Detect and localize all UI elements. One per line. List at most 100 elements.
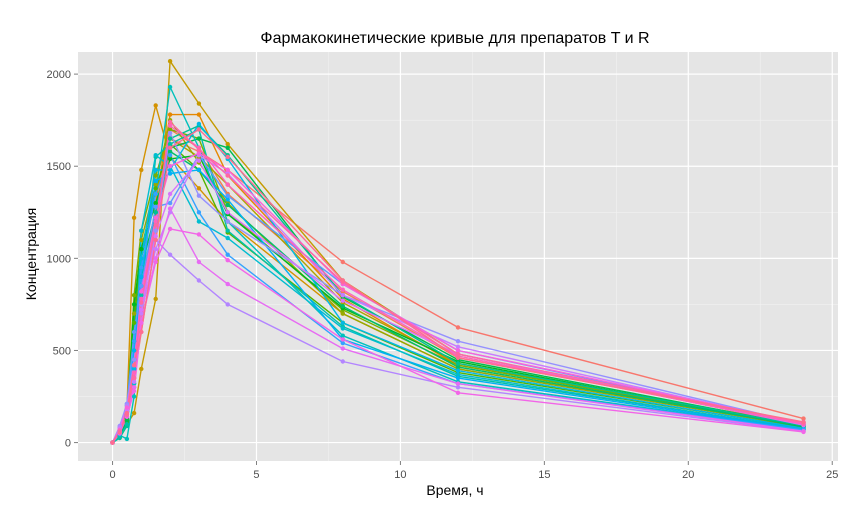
series-29-point (196, 147, 202, 152)
grid-major (78, 52, 838, 461)
series-16-point (225, 235, 230, 241)
series-12-point (455, 364, 461, 370)
series-26-point (225, 258, 230, 263)
series-30-point (196, 127, 202, 132)
series-5-point (131, 410, 137, 416)
series-25-point (196, 259, 202, 265)
series-25-point (340, 346, 345, 351)
series-10-point (131, 302, 137, 307)
series-4-point (139, 167, 144, 173)
x-axis: 0 5 10 15 20 25 (109, 461, 838, 481)
series-29-point (139, 300, 144, 305)
grid-minor (78, 52, 838, 461)
series-18-point (196, 167, 202, 173)
series-1-point (455, 325, 461, 330)
series-27-point (196, 151, 202, 156)
series-14-point (124, 422, 130, 427)
series-15-point (167, 84, 173, 90)
series-5-point (153, 296, 158, 302)
plot-panel (78, 52, 838, 461)
chart-title: Фармакокинетические кривые для препарато… (260, 30, 649, 47)
series-30-point (124, 410, 130, 416)
x-tick-label: 0 (109, 469, 115, 481)
series-4-point (153, 103, 158, 108)
series-18-point (455, 375, 461, 381)
series-27-point (153, 215, 158, 220)
series-25-point (225, 281, 230, 287)
series-20-point (167, 200, 173, 206)
series-24-point (340, 298, 345, 303)
series-7-point (131, 311, 137, 316)
series-22-point (225, 302, 230, 307)
y-axis: 0 500 1000 1500 2000 (47, 69, 78, 450)
series-22-point (340, 359, 345, 364)
series-10-point (139, 246, 144, 252)
series-14-point (139, 293, 144, 298)
x-tick-label: 10 (394, 469, 406, 481)
series-5-point (196, 101, 202, 106)
series-18-point (139, 274, 144, 279)
y-tick-label: 0 (65, 438, 71, 450)
series-4-point (131, 215, 137, 220)
series-19-point (196, 210, 202, 215)
series-16-point (340, 326, 345, 331)
series-14-point (225, 228, 230, 233)
series-28-point (225, 182, 230, 187)
series-7-point (340, 311, 345, 316)
series-16-point (455, 372, 461, 377)
series-26-point (139, 320, 144, 325)
series-29-point (131, 375, 137, 381)
series-20-point (225, 193, 230, 198)
series-20-point (139, 283, 144, 289)
series-3-point (167, 112, 173, 117)
series-22-point (455, 385, 461, 390)
y-axis-label: Концентрация (23, 208, 39, 300)
series-9-point (131, 320, 137, 325)
series-12-point (225, 202, 230, 208)
y-tick-label: 1000 (47, 253, 71, 265)
x-tick-label: 5 (253, 469, 259, 481)
series-29-point (153, 223, 158, 228)
series-7-point (153, 182, 158, 187)
series-17-point (167, 167, 173, 173)
series-24-point (139, 307, 144, 313)
series-15-point (124, 436, 130, 442)
x-tick-label: 15 (538, 469, 550, 481)
series-20-point (153, 204, 158, 209)
series-23-point (167, 210, 173, 215)
series-25-point (153, 256, 158, 261)
series-23-point (153, 246, 158, 252)
series-16-point (153, 153, 158, 158)
series-1-point (801, 416, 806, 421)
series-19-point (167, 153, 173, 158)
series-24-point (196, 158, 202, 163)
series-19-point (131, 339, 137, 344)
series-17-point (139, 256, 144, 261)
series-21-point (225, 219, 230, 224)
series-28-point (131, 370, 137, 375)
series-29-point (225, 173, 230, 178)
y-tick-label: 2000 (47, 69, 71, 81)
series-30-point (167, 145, 173, 150)
series-30-point (340, 278, 345, 283)
x-tick-label: 20 (682, 469, 694, 481)
series-28-point (153, 219, 158, 224)
series-10-point (167, 156, 173, 162)
series-28-point (340, 287, 345, 292)
series-21-point (167, 130, 173, 136)
series-12-point (167, 149, 173, 154)
series-23-point (139, 311, 144, 316)
series-20-point (131, 329, 137, 335)
series-13-point (153, 210, 158, 215)
series-27-point (225, 167, 230, 173)
series-30-point (117, 430, 122, 435)
series-30-point (153, 237, 158, 243)
series-25-point (167, 206, 173, 211)
series-7-point (139, 237, 144, 243)
series-19-point (153, 191, 158, 197)
series-30-point (139, 329, 144, 335)
series-4-point (196, 186, 202, 191)
series-27-point (124, 405, 130, 410)
x-axis-label: Время, ч (426, 482, 483, 498)
series-13-point (455, 361, 461, 366)
